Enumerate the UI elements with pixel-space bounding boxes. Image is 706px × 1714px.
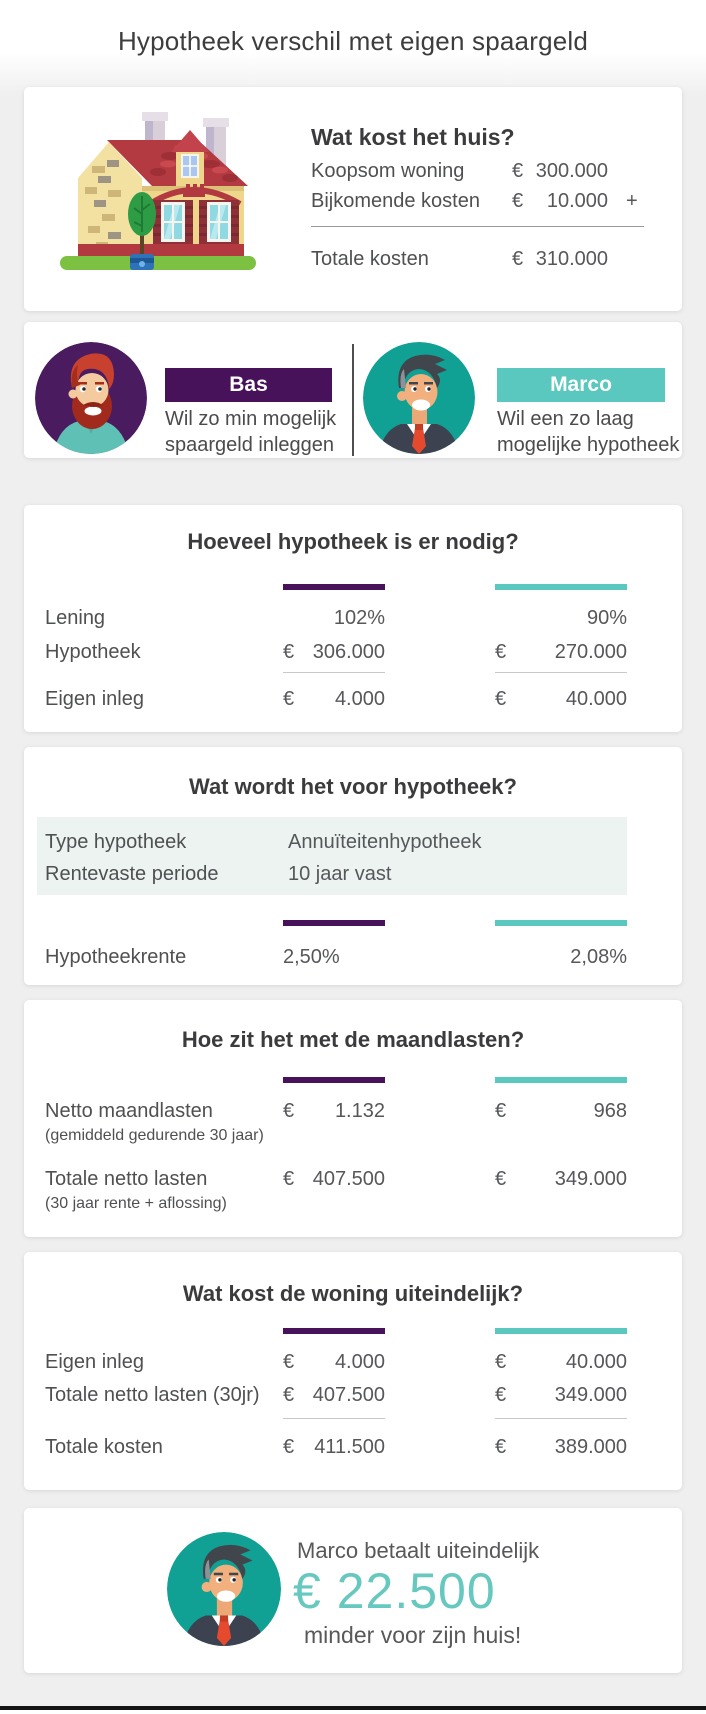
sublabel-totale-netto-lasten: (30 jaar rente + aflossing) <box>45 1195 227 1212</box>
plus-sign: + <box>626 190 638 212</box>
bas-description: Wil zo min mogelijk spaargeld inleggen <box>165 408 337 456</box>
mortgage-need-card: Hoeveel hypotheek is er nodig? Lening 10… <box>24 505 682 732</box>
bottom-white-strip <box>0 1710 706 1714</box>
bas-column-bar <box>283 1328 385 1334</box>
label-eigen-inleg: Eigen inleg <box>45 1351 144 1373</box>
persons-card: Bas Wil zo min mogelijk spaargeld inlegg… <box>24 322 682 458</box>
marco-column-bar <box>495 1328 627 1334</box>
marco-netto-lasten-value: €349.000 <box>495 1168 627 1190</box>
bas-totale-kosten-value: €411.500 <box>283 1436 385 1458</box>
page-background-top <box>0 0 706 96</box>
value-totale-kosten: €310.000 <box>512 248 608 270</box>
bottom-border-line <box>0 1706 706 1710</box>
house-cost-card: Wat kost het huis? Koopsom woning €300.0… <box>24 87 682 311</box>
value-rentevaste-periode: 10 jaar vast <box>288 863 392 885</box>
label-totale-kosten: Totale kosten <box>45 1436 163 1458</box>
marco-inleg-value: €40.000 <box>495 688 627 710</box>
need-card-title: Hoeveel hypotheek is er nodig? <box>187 529 519 554</box>
value-bijkomende-kosten: €10.000 <box>512 190 608 212</box>
type-card-title: Wat wordt het voor hypotheek? <box>189 774 517 799</box>
marco-totale-kosten-value: €389.000 <box>495 1436 627 1458</box>
marco-sum-divider <box>495 1418 627 1419</box>
bas-name-badge: Bas <box>165 368 332 402</box>
marco-column-bar <box>495 1077 627 1083</box>
marco-maandlasten-value: €968 <box>495 1100 627 1122</box>
bas-column-bar <box>283 920 385 926</box>
marco-hypotheek-value: €270.000 <box>495 641 627 663</box>
marco-rente-value: 2,08% <box>570 946 627 968</box>
bas-hypotheek-value: €306.000 <box>283 641 385 663</box>
sublabel-netto-maandlasten: (gemiddeld gedurende 30 jaar) <box>45 1127 264 1144</box>
monthly-costs-card: Hoe zit het met de maandlasten? Netto ma… <box>24 1000 682 1237</box>
bas-lening-value: 102% <box>333 607 385 629</box>
label-eigen-inleg: Eigen inleg <box>45 688 144 710</box>
conclusion-card: Marco betaalt uiteindelijk € 22.500 mind… <box>24 1508 682 1673</box>
value-koopsom-woning: €300.000 <box>512 160 608 182</box>
bas-maandlasten-value: €1.132 <box>283 1100 385 1122</box>
marco-sum-divider <box>495 672 627 673</box>
euro-sign: € <box>495 1351 507 1373</box>
bas-sum-divider <box>283 672 385 673</box>
euro-sign: € <box>283 641 295 663</box>
label-koopsom-woning: Koopsom woning <box>311 160 465 182</box>
house-card-title: Wat kost het huis? <box>311 124 515 150</box>
conclusion-line1: Marco betaalt uiteindelijk <box>297 1538 540 1563</box>
euro-sign: € <box>512 160 524 182</box>
label-lening: Lening <box>45 607 106 629</box>
monthly-card-title: Hoe zit het met de maandlasten? <box>181 1027 525 1052</box>
bas-inleg-value: €4.000 <box>283 688 385 710</box>
euro-sign: € <box>495 1384 507 1406</box>
persons-divider <box>352 344 354 456</box>
euro-sign: € <box>512 248 524 270</box>
marco-avatar-large <box>167 1532 281 1646</box>
euro-sign: € <box>495 1168 507 1190</box>
bas-eigen-inleg-value: €4.000 <box>283 1351 385 1373</box>
label-netto-maandlasten: Netto maandlasten <box>45 1100 213 1122</box>
mortgage-info-box <box>37 817 627 895</box>
marco-lasten-30jr-value: €349.000 <box>495 1384 627 1406</box>
euro-sign: € <box>283 1436 295 1458</box>
euro-sign: € <box>283 1168 295 1190</box>
euro-sign: € <box>495 1436 507 1458</box>
label-bijkomende-kosten: Bijkomende kosten <box>311 190 480 212</box>
page-title: Hypotheek verschil met eigen spaargeld <box>117 26 589 56</box>
final-cost-card: Wat kost de woning uiteindelijk? Eigen i… <box>24 1252 682 1490</box>
bas-sum-divider <box>283 1418 385 1419</box>
marco-eigen-inleg-value: €40.000 <box>495 1351 627 1373</box>
bas-lasten-30jr-value: €407.500 <box>283 1384 385 1406</box>
final-card-title: Wat kost de woning uiteindelijk? <box>182 1281 524 1306</box>
bas-column-bar <box>283 1077 385 1083</box>
label-hypotheekrente: Hypotheekrente <box>45 946 187 968</box>
label-hypotheek: Hypotheek <box>45 641 141 663</box>
value-type-hypotheek: Annuïteitenhypotheek <box>288 831 482 853</box>
conclusion-amount: € 22.500 <box>293 1563 496 1619</box>
marco-avatar <box>363 342 475 454</box>
bas-rente-value: 2,50% <box>283 946 340 968</box>
marco-description: Wil een zo laag mogelijke hypotheek <box>497 408 680 456</box>
label-type-hypotheek: Type hypotheek <box>45 831 187 853</box>
euro-sign: € <box>512 190 524 212</box>
euro-sign: € <box>283 1100 295 1122</box>
euro-sign: € <box>495 688 507 710</box>
marco-name-badge: Marco <box>497 368 665 402</box>
label-totale-netto-lasten: Totale netto lasten <box>45 1168 208 1190</box>
bas-column-bar <box>283 584 385 590</box>
house-illustration <box>60 112 256 270</box>
bas-netto-lasten-value: €407.500 <box>283 1168 385 1190</box>
euro-sign: € <box>283 1384 295 1406</box>
label-totale-netto-lasten-30jr: Totale netto lasten (30jr) <box>45 1384 260 1406</box>
sum-divider <box>311 226 644 227</box>
marco-lening-value: 90% <box>586 607 627 629</box>
conclusion-line2: minder voor zijn huis! <box>304 1622 522 1648</box>
euro-sign: € <box>283 688 295 710</box>
bas-avatar <box>35 342 147 454</box>
marco-column-bar <box>495 920 627 926</box>
label-totale-kosten: Totale kosten <box>311 248 429 270</box>
mortgage-type-card: Wat wordt het voor hypotheek? Type hypot… <box>24 747 682 985</box>
euro-sign: € <box>283 1351 295 1373</box>
euro-sign: € <box>495 641 507 663</box>
euro-sign: € <box>495 1100 507 1122</box>
marco-column-bar <box>495 584 627 590</box>
label-rentevaste-periode: Rentevaste periode <box>45 863 219 885</box>
